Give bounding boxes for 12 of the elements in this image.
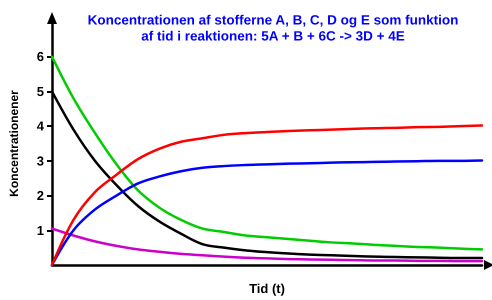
line-series (50, 227, 484, 262)
y-tick-label: 6 (36, 49, 44, 64)
y-tick-label: 4 (36, 118, 45, 134)
y-tick-label: 1 (36, 222, 44, 238)
line-series (50, 55, 484, 251)
y-tick-label: 3 (36, 153, 44, 168)
y-tick-label: 2 (36, 188, 44, 204)
text: af tid i reaktionen: 5A + B + 6C -> 3D + 4E (141, 28, 405, 44)
y-tick-label: 5 (36, 84, 44, 99)
chart-title: Koncentrationen af stofferne A, B, C, D og E som funktion (88, 12, 458, 28)
y-axis-title: Koncentrationener (7, 90, 21, 197)
x-axis-title: Tid (t) (249, 281, 285, 296)
